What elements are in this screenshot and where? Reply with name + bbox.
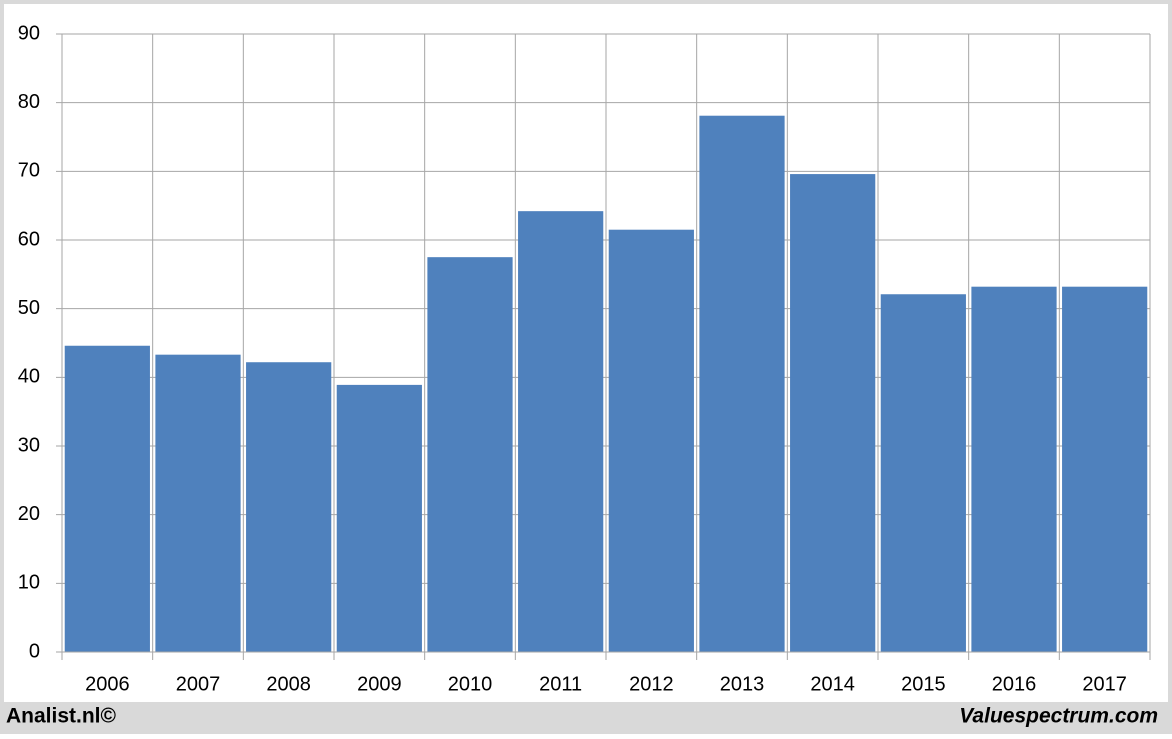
x-tick-label: 2006 [85, 673, 130, 695]
x-tick-label: 2017 [1082, 673, 1127, 695]
y-tick-label: 20 [18, 503, 40, 525]
bar [518, 211, 604, 652]
bar [971, 286, 1057, 652]
x-tick-label: 2007 [176, 673, 221, 695]
x-tick-label: 2013 [720, 673, 765, 695]
y-tick-label: 70 [18, 160, 40, 182]
x-tick-label: 2015 [901, 673, 946, 695]
bar [699, 115, 785, 653]
bar [336, 384, 422, 652]
bar [155, 354, 241, 652]
x-tick-label: 2010 [448, 673, 493, 695]
y-tick-label: 90 [18, 22, 40, 44]
x-tick-label: 2009 [357, 673, 402, 695]
y-tick-label: 60 [18, 228, 40, 250]
x-tick-label: 2008 [266, 673, 311, 695]
bar [790, 174, 876, 652]
bar [608, 229, 694, 652]
y-tick-label: 80 [18, 91, 40, 113]
bar [427, 257, 513, 652]
x-tick-label: 2011 [539, 673, 582, 695]
x-tick-label: 2014 [810, 673, 855, 695]
x-tick-label: 2016 [992, 673, 1037, 695]
bar [64, 345, 150, 652]
y-tick-label: 0 [29, 640, 40, 662]
bar [246, 362, 332, 652]
bar [880, 294, 966, 652]
x-tick-label: 2012 [629, 673, 674, 695]
y-tick-label: 50 [18, 297, 40, 319]
y-tick-label: 30 [18, 434, 40, 456]
credit-right: Valuespectrum.com [959, 705, 1158, 728]
y-tick-label: 10 [18, 572, 40, 594]
y-tick-label: 40 [18, 366, 40, 388]
credit-left: Analist.nl© [6, 705, 117, 728]
bar [1062, 286, 1148, 652]
